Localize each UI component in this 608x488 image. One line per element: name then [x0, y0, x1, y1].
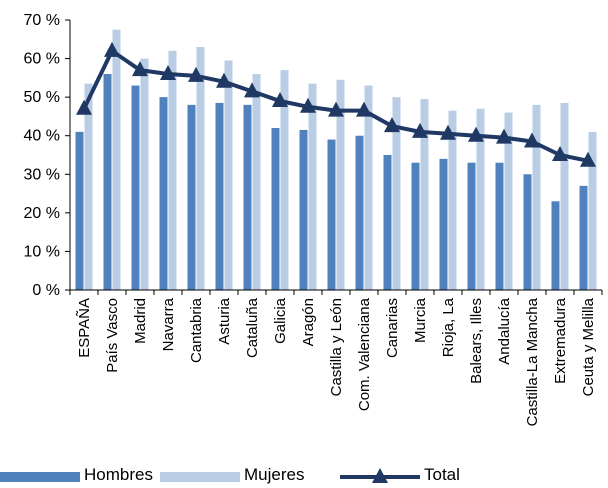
x-tick-label-2: Madrid — [132, 298, 149, 344]
x-tick-label-7: Galicia — [272, 297, 289, 344]
bar-mujeres-1 — [112, 29, 121, 291]
legend: Hombres Mujeres Total — [0, 465, 460, 484]
bar-hombres-9 — [327, 139, 336, 290]
bar-mujeres-17 — [560, 102, 569, 290]
bar-hombres-0 — [75, 131, 84, 290]
legend-label-hombres: Hombres — [84, 465, 153, 484]
legend-label-mujeres: Mujeres — [244, 465, 304, 484]
marker-total-0 — [76, 99, 92, 115]
x-tick-label-6: Cataluña — [244, 297, 261, 358]
bar-hombres-5 — [215, 102, 224, 290]
bar-hombres-13 — [439, 158, 448, 290]
y-tick-label-1: 10 % — [24, 243, 60, 260]
y-tick-label-3: 30 % — [24, 166, 60, 183]
axes-layer: 0 % 10 % 20 % 30 % 40 % 50 % 60 % 70 % ESPAÑA Paí… — [24, 12, 603, 426]
marker-total-2 — [132, 61, 148, 77]
x-tick-label-5: Asturia — [216, 297, 233, 344]
bar-mujeres-11 — [392, 97, 401, 291]
marker-total-12 — [412, 122, 428, 138]
y-tick-label-5: 50 % — [24, 89, 60, 106]
bar-hombres-17 — [551, 201, 560, 290]
legend-swatch-mujeres — [160, 472, 240, 482]
x-tick-label-11: Canarias — [384, 298, 401, 358]
x-tick-label-9: Castilla y León — [328, 298, 345, 396]
marker-total-3 — [160, 65, 176, 80]
bar-hombres-2 — [131, 85, 140, 290]
bar-mujeres-14 — [476, 108, 485, 290]
y-tick-label-2: 20 % — [24, 205, 60, 222]
total-line-layer — [76, 41, 596, 167]
bar-mujeres-16 — [532, 104, 541, 290]
bar-hombres-16 — [523, 174, 532, 290]
bar-mujeres-10 — [364, 85, 373, 290]
x-tick-label-4: Cantabria — [188, 297, 205, 363]
bar-hombres-4 — [187, 104, 196, 290]
bar-hombres-7 — [271, 128, 280, 290]
bar-mujeres-6 — [252, 74, 261, 290]
y-tick-label-0: 0 % — [32, 282, 60, 299]
bar-hombres-6 — [243, 104, 252, 290]
y-tick-label-4: 40 % — [24, 128, 60, 145]
x-tick-label-10: Com. Valenciana — [356, 297, 373, 411]
x-tick-label-17: Extremadura — [552, 297, 569, 384]
marker-total-8 — [300, 97, 316, 113]
bar-mujeres-0 — [84, 83, 93, 291]
marker-total-16 — [524, 132, 540, 148]
marker-total-1 — [104, 41, 120, 57]
marker-total-6 — [244, 82, 260, 98]
x-tick-label-16: Castilla-La Mancha — [524, 297, 541, 426]
x-tick-label-13: Rioja, La — [440, 297, 457, 357]
y-tick-label-7: 70 % — [24, 12, 60, 29]
bar-hombres-15 — [495, 162, 504, 290]
marker-total-17 — [552, 146, 568, 161]
bar-hombres-11 — [383, 155, 392, 290]
legend-label-total: Total — [424, 465, 460, 484]
bar-mujeres-4 — [196, 47, 205, 290]
bar-mujeres-12 — [420, 99, 429, 290]
bar-mujeres-18 — [588, 131, 597, 290]
bar-hombres-14 — [467, 162, 476, 290]
bar-hombres-10 — [355, 135, 364, 290]
bar-hombres-8 — [299, 129, 308, 290]
marker-total-5 — [216, 72, 232, 88]
legend-marker-total — [372, 468, 388, 483]
x-tick-label-0: ESPAÑA — [76, 298, 93, 358]
bars-layer — [75, 29, 597, 291]
bar-mujeres-7 — [280, 70, 289, 291]
x-tick-label-1: País Vasco — [104, 298, 121, 373]
bar-mujeres-13 — [448, 110, 457, 291]
marker-total-15 — [496, 128, 512, 144]
x-tick-label-18: Ceuta y Melilla — [580, 297, 597, 396]
marker-total-4 — [188, 66, 204, 82]
bar-hombres-3 — [159, 97, 168, 291]
bar-hombres-18 — [579, 185, 588, 290]
marker-total-7 — [272, 92, 288, 107]
marker-total-14 — [468, 126, 484, 142]
bar-hombres-1 — [103, 74, 112, 290]
marker-total-9 — [328, 101, 344, 117]
y-tick-label-6: 60 % — [24, 51, 60, 68]
x-tick-label-3: Navarra — [160, 297, 177, 351]
x-tick-label-14: Balears, Illes — [468, 298, 485, 384]
marker-total-13 — [440, 124, 456, 140]
bar-mujeres-9 — [336, 79, 345, 291]
bar-mujeres-15 — [504, 112, 513, 290]
marker-total-18 — [580, 151, 596, 167]
bar-mujeres-3 — [168, 50, 177, 290]
legend-swatch-hombres — [0, 472, 80, 482]
bar-mujeres-8 — [308, 83, 317, 291]
bar-hombres-12 — [411, 162, 420, 290]
bar-mujeres-2 — [140, 58, 149, 291]
marker-total-11 — [384, 117, 400, 133]
x-tick-label-15: Andalucía — [496, 297, 513, 364]
bar-mujeres-5 — [224, 60, 233, 290]
x-tick-label-8: Aragón — [300, 298, 317, 346]
x-tick-label-12: Murcia — [412, 297, 429, 343]
marker-total-10 — [356, 101, 372, 117]
